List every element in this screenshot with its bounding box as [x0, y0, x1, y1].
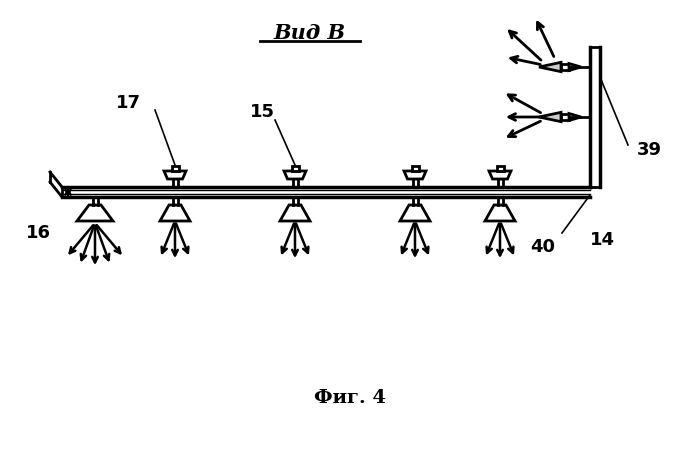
Polygon shape: [539, 112, 561, 121]
Polygon shape: [77, 205, 113, 221]
Polygon shape: [404, 171, 426, 179]
Text: 14: 14: [590, 231, 615, 249]
Polygon shape: [569, 113, 581, 121]
Text: 16: 16: [25, 224, 50, 242]
Bar: [496, 166, 503, 171]
Polygon shape: [485, 205, 515, 221]
Polygon shape: [160, 205, 190, 221]
Text: 39: 39: [637, 141, 662, 159]
Polygon shape: [164, 171, 186, 179]
Bar: [171, 166, 178, 171]
Polygon shape: [280, 205, 310, 221]
Polygon shape: [489, 171, 511, 179]
Text: Вид В: Вид В: [274, 23, 346, 43]
Bar: [291, 166, 298, 171]
Polygon shape: [400, 205, 430, 221]
Polygon shape: [284, 171, 306, 179]
Bar: [561, 64, 569, 70]
Text: Фиг. 4: Фиг. 4: [314, 389, 386, 407]
Polygon shape: [569, 64, 581, 71]
Text: 17: 17: [115, 94, 140, 112]
Polygon shape: [539, 62, 561, 72]
Text: 15: 15: [250, 103, 275, 121]
Bar: [561, 114, 569, 120]
Bar: [412, 166, 419, 171]
Text: 40: 40: [530, 238, 555, 256]
